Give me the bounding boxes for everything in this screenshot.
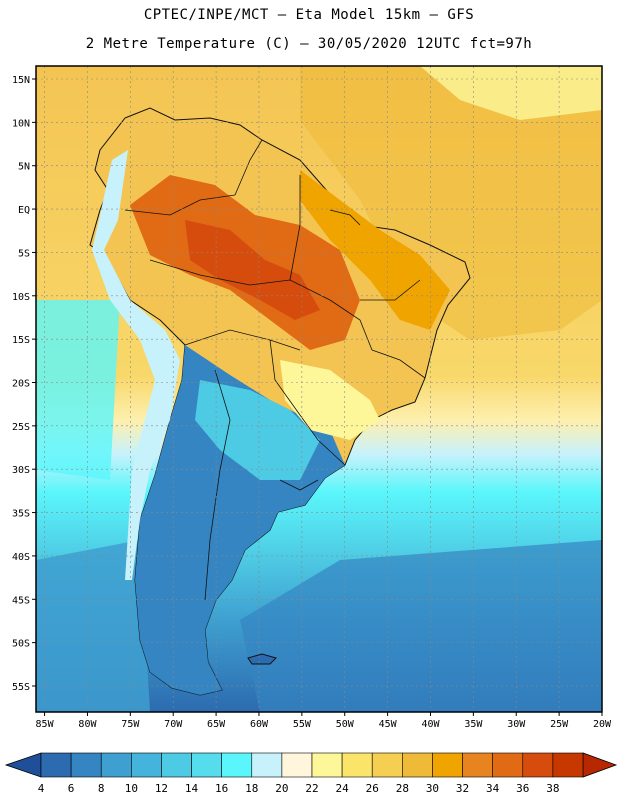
graticule — [36, 66, 603, 712]
colorbar-label: 22 — [305, 782, 318, 795]
colorbar-swatch — [341, 752, 373, 778]
colorbar-label: 30 — [426, 782, 439, 795]
falklands — [247, 653, 277, 665]
lat-label: 15N — [12, 75, 30, 86]
colorbar-swatch — [492, 752, 524, 778]
colorbar-swatch — [100, 752, 132, 778]
lon-label: 30W — [507, 719, 526, 730]
colorbar-low-arrow — [4, 752, 42, 778]
chart-title-line1: CPTEC/INPE/MCT – Eta Model 15km – GFS — [143, 7, 475, 23]
chart-title-line2: 2 Metre Temperature (C) – 30/05/2020 12U… — [85, 36, 533, 52]
colorbar-swatch — [552, 752, 584, 778]
amazon-core-hot — [185, 220, 320, 320]
south-atlantic-cool-band — [240, 540, 602, 712]
colorbar-swatch — [40, 752, 72, 778]
lat-label: 10N — [12, 118, 30, 129]
colorbar-label: 34 — [486, 782, 500, 795]
colorbar-swatch — [462, 752, 493, 778]
andes-cold-strip — [92, 150, 180, 580]
colorbar-label: 24 — [335, 782, 349, 795]
colorbar-high-arrow — [582, 752, 618, 778]
lon-label: 55W — [293, 719, 312, 730]
lat-label: 50S — [12, 639, 30, 650]
country-borders — [124, 139, 426, 601]
lat-label: 20S — [12, 378, 30, 389]
lat-label: 25S — [12, 422, 30, 433]
colorbar-label: 12 — [155, 782, 168, 795]
colorbar-label: 8 — [98, 782, 105, 795]
pacific-cool-band — [36, 300, 120, 480]
lat-label: 15S — [12, 335, 30, 346]
pampas-cool — [195, 380, 320, 480]
colorbar-label: 28 — [396, 782, 409, 795]
colorbar-label: 18 — [245, 782, 258, 795]
colorbar-label: 20 — [275, 782, 288, 795]
lat-label: 5N — [18, 162, 30, 173]
colorbar-label: 4 — [38, 782, 45, 795]
colorbar-swatch — [131, 752, 162, 778]
latitude-labels: 15N 10N 5N EQ 5S 10S 15S 20S 25S 30S 35S 40S 45S 50S 5… — [12, 75, 36, 693]
lat-label: 30S — [12, 465, 30, 476]
lon-label: 80W — [78, 719, 97, 730]
lat-label: 40S — [12, 552, 30, 563]
colorbar-swatch — [522, 752, 554, 778]
lat-label: 5S — [18, 248, 30, 259]
pacific-cold-south — [36, 540, 150, 712]
lat-label: EQ — [18, 205, 30, 216]
colorbar-label: 36 — [516, 782, 529, 795]
colorbar-label: 10 — [125, 782, 138, 795]
lon-label: 70W — [164, 719, 183, 730]
colorbar-swatch — [191, 752, 222, 778]
colorbar: 4 6 8 10 12 14 16 18 20 22 24 26 28 30 32 34 36 38 — [4, 752, 618, 795]
colorbar-label: 14 — [185, 782, 199, 795]
colorbar-swatch — [281, 752, 313, 778]
colorbar-swatch — [221, 752, 253, 778]
northeast-warm-zone — [300, 170, 450, 330]
colorbar-label: 26 — [366, 782, 379, 795]
colorbar-swatch — [70, 752, 102, 778]
lon-label: 35W — [464, 719, 483, 730]
longitude-labels: 85W 80W 75W 70W 65W 60W 55W 50W 45W 40W 35W 30W 25W 2… — [36, 712, 612, 730]
colorbar-swatch — [251, 752, 283, 778]
lat-label: 45S — [12, 595, 30, 606]
colorbar-label: 16 — [215, 782, 228, 795]
lon-label: 40W — [421, 719, 440, 730]
colorbar-label: 38 — [546, 782, 559, 795]
lon-label: 20W — [593, 719, 612, 730]
colorbar-swatch — [311, 752, 343, 778]
colorbar-label: 6 — [68, 782, 75, 795]
lon-label: 25W — [550, 719, 569, 730]
map-frame — [35, 65, 603, 713]
colorbar-swatch — [161, 752, 192, 778]
lon-label: 85W — [36, 719, 55, 730]
map-field — [36, 66, 602, 712]
lon-label: 50W — [336, 719, 355, 730]
lat-label: 10S — [12, 292, 30, 303]
lat-label: 55S — [12, 682, 30, 693]
north-atlantic-warm-band — [300, 66, 602, 340]
southeast-brazil-mild — [280, 360, 380, 440]
lon-label: 60W — [250, 719, 269, 730]
lon-label: 65W — [207, 719, 226, 730]
colorbar-swatch — [402, 752, 433, 778]
north-pale-band — [420, 66, 602, 120]
lat-label: 35S — [12, 509, 30, 520]
colorbar-swatch — [432, 752, 463, 778]
lon-label: 45W — [379, 719, 398, 730]
lon-label: 75W — [121, 719, 140, 730]
colorbar-swatch — [371, 752, 403, 778]
colorbar-label: 32 — [456, 782, 469, 795]
